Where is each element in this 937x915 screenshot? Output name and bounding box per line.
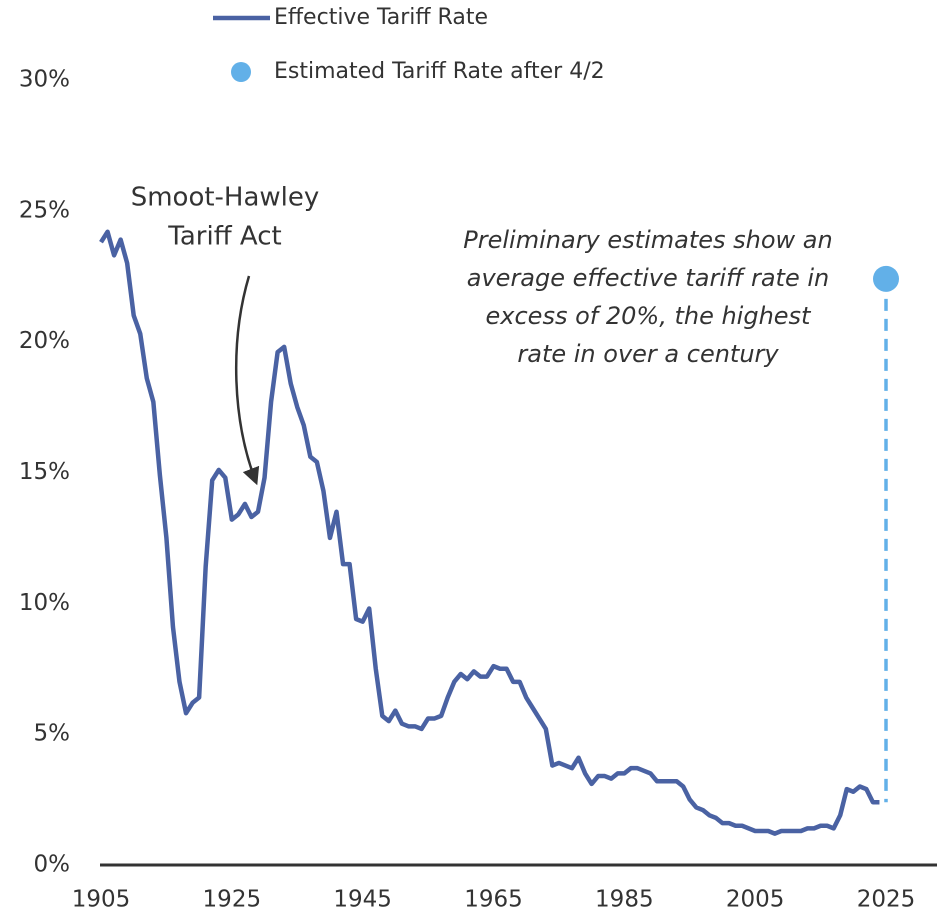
- annotation: Smoot-Hawley: [131, 183, 320, 213]
- line-series: [99, 229, 880, 836]
- annotation: Preliminary estimates show an: [463, 226, 832, 254]
- legend-label: Estimated Tariff Rate after 4/2: [274, 59, 605, 84]
- annotation: average effective tariff rate in: [467, 264, 829, 292]
- x-tick-label: 1905: [72, 887, 131, 913]
- x-tick-label: 2025: [857, 887, 916, 913]
- y-tick-label: 5%: [34, 721, 71, 747]
- legend-label: Effective Tariff Rate: [274, 5, 488, 30]
- annotation: excess of 20%, the highest: [486, 302, 813, 330]
- y-tick-label: 10%: [19, 590, 70, 616]
- x-tick-label: 1985: [595, 887, 654, 913]
- y-tick-label: 15%: [19, 459, 70, 485]
- x-tick-label: 1965: [464, 887, 523, 913]
- y-tick-label: 30%: [19, 67, 70, 93]
- y-tick-label: 25%: [19, 197, 70, 223]
- legend-dot: [231, 62, 251, 82]
- annotation: rate in over a century: [517, 340, 779, 368]
- x-tick-label: 1925: [203, 887, 262, 913]
- y-tick-label: 0%: [34, 852, 71, 878]
- annotation: Tariff Act: [167, 222, 281, 252]
- x-tick-label: 1945: [333, 887, 392, 913]
- x-tick-label: 2005: [726, 887, 785, 913]
- y-tick-label: 20%: [19, 328, 70, 354]
- estimate-point: [873, 265, 899, 292]
- arrow: [234, 275, 260, 486]
